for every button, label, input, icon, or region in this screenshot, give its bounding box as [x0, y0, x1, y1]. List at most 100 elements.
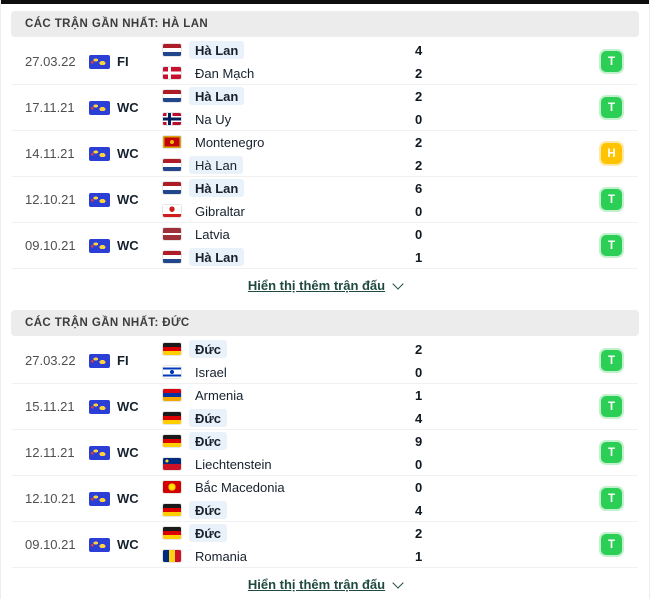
away-score: 0 [415, 456, 423, 472]
competition-label: WC [117, 146, 139, 161]
away-team: Đức [163, 408, 415, 428]
competition-label: WC [117, 100, 139, 115]
home-team: Hà Lan [163, 86, 415, 106]
match-date: 12.10.21 [25, 192, 76, 207]
match-row[interactable]: 14.11.21 WC Montenegro Hà Lan 2 2 H [12, 131, 638, 177]
world-map-icon [89, 100, 110, 115]
away-score: 0 [415, 111, 423, 127]
result-badge: T [601, 235, 622, 256]
away-score: 0 [415, 203, 423, 219]
match-date: 15.11.21 [25, 399, 75, 414]
show-more-row: Hiển thị thêm trận đấu [1, 568, 649, 599]
competition: WC [89, 537, 163, 552]
world-map-icon [89, 491, 110, 506]
match-date: 14.11.21 [25, 146, 75, 161]
match-row[interactable]: 27.03.22 FI Đức Israel 2 0 T [12, 338, 638, 384]
team-name: Liechtenstein [195, 456, 272, 472]
team-name: Armenia [195, 387, 244, 403]
top-border-bar [1, 0, 649, 4]
home-score: 6 [415, 180, 423, 196]
competition: WC [89, 238, 163, 253]
away-score: 0 [415, 364, 423, 380]
home-team: Đức [163, 339, 415, 359]
away-team: Gibraltar [163, 201, 415, 221]
match-row[interactable]: 12.10.21 WC Bắc Macedonia Đức 0 4 T [12, 476, 638, 522]
show-more-button[interactable]: Hiển thị thêm trận đấu [247, 576, 404, 592]
competition-label: WC [117, 399, 139, 414]
competition: WC [89, 192, 163, 207]
home-team: Latvia [163, 224, 415, 244]
away-score: 2 [415, 65, 423, 81]
match-row[interactable]: 09.10.21 WC Đức Romania 2 1 T [12, 522, 638, 568]
home-team: Hà Lan [163, 40, 415, 60]
match-list: 27.03.22 FI Hà Lan Đan Mạch 4 2 T 17.11.… [1, 39, 649, 269]
scores-column: 4 2 [415, 40, 437, 83]
away-score: 4 [415, 502, 423, 518]
team-flag-icon [163, 389, 181, 401]
team-name: Hà Lan [189, 41, 245, 59]
match-date: 09.10.21 [25, 537, 76, 552]
home-score: 4 [415, 42, 423, 58]
away-score: 4 [415, 410, 423, 426]
match-row[interactable]: 27.03.22 FI Hà Lan Đan Mạch 4 2 T [12, 39, 638, 85]
match-row[interactable]: 09.10.21 WC Latvia Hà Lan 0 1 T [12, 223, 638, 269]
team-name: Hà Lan [189, 248, 245, 266]
team-flag-icon [163, 113, 181, 125]
match-date: 09.10.21 [25, 238, 76, 253]
team-name: Đức [189, 501, 228, 519]
competition-label: WC [117, 192, 139, 207]
team-flag-icon [163, 44, 181, 56]
team-name: Đan Mạch [195, 65, 255, 81]
match-date: 27.03.22 [25, 54, 76, 69]
match-date: 17.11.21 [25, 100, 75, 115]
team-flag-icon [163, 527, 181, 539]
result-badge: T [601, 396, 622, 417]
world-map-icon [89, 445, 110, 460]
teams-column: Hà Lan Na Uy [163, 86, 415, 129]
team-name: Romania [195, 548, 248, 564]
match-date: 12.10.21 [25, 491, 76, 506]
teams-column: Hà Lan Đan Mạch [163, 40, 415, 83]
home-score: 1 [415, 387, 423, 403]
team-flag-icon [163, 251, 181, 263]
team-name: Hà Lan [189, 179, 245, 197]
team-name: Na Uy [195, 111, 232, 127]
team-name: Đức [189, 432, 228, 450]
team-flag-icon [163, 205, 181, 217]
away-team: Na Uy [163, 109, 415, 129]
team-flag-icon [163, 435, 181, 447]
team-flag-icon [163, 504, 181, 516]
match-row[interactable]: 17.11.21 WC Hà Lan Na Uy 2 0 T [12, 85, 638, 131]
competition-label: WC [117, 445, 139, 460]
match-list: 27.03.22 FI Đức Israel 2 0 T 15.11.21 WC [1, 338, 649, 568]
recent-matches-section: CÁC TRẬN GẦN NHẤT: ĐỨC 27.03.22 FI Đức I… [1, 310, 649, 599]
teams-column: Hà Lan Gibraltar [163, 178, 415, 221]
team-name: Đức [189, 524, 228, 542]
home-team: Bắc Macedonia [163, 477, 415, 497]
result-badge: T [601, 189, 622, 210]
match-row[interactable]: 15.11.21 WC Armenia Đức 1 4 T [12, 384, 638, 430]
home-score: 2 [415, 525, 423, 541]
teams-column: Đức Romania [163, 523, 415, 566]
competition-label: FI [117, 353, 129, 368]
teams-column: Armenia Đức [163, 385, 415, 428]
world-map-icon [89, 54, 110, 69]
home-score: 0 [415, 226, 423, 242]
competition: WC [89, 445, 163, 460]
match-row[interactable]: 12.11.21 WC Đức Liechtenstein 9 0 T [12, 430, 638, 476]
show-more-button[interactable]: Hiển thị thêm trận đấu [248, 277, 404, 293]
home-score: 2 [415, 134, 423, 150]
competition: WC [89, 491, 163, 506]
competition: WC [89, 399, 163, 414]
result-badge: T [601, 51, 622, 72]
teams-column: Latvia Hà Lan [163, 224, 415, 267]
result-badge: H [601, 143, 622, 164]
teams-column: Montenegro Hà Lan [163, 132, 415, 175]
team-name: Hà Lan [189, 156, 243, 174]
team-flag-icon [163, 159, 181, 171]
show-more-label: Hiển thị thêm trận đấu [247, 577, 386, 592]
match-row[interactable]: 12.10.21 WC Hà Lan Gibraltar 6 0 T [12, 177, 638, 223]
home-score: 0 [415, 479, 423, 495]
scores-column: 0 4 [415, 477, 437, 520]
scores-column: 2 2 [415, 132, 437, 175]
